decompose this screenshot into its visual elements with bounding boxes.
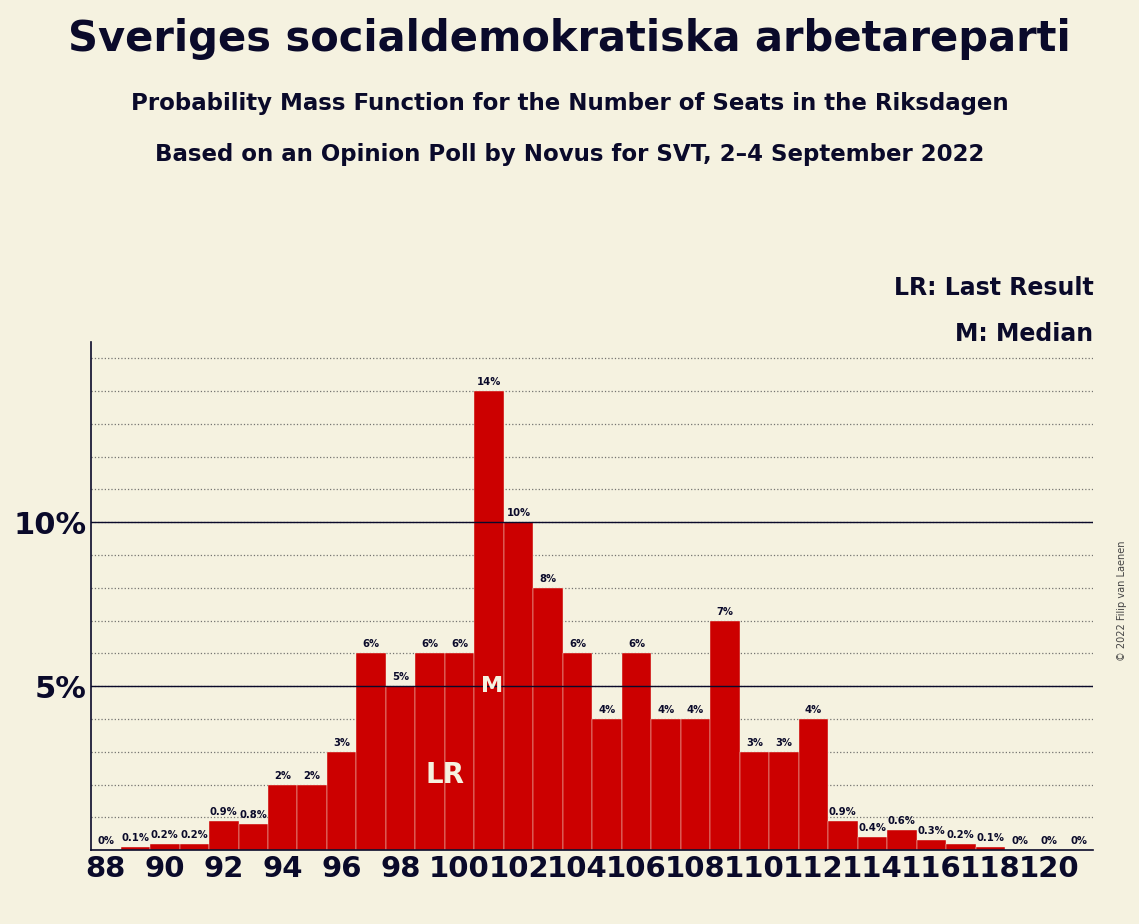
Bar (503, 522, 533, 850)
Text: 3%: 3% (334, 737, 350, 748)
Text: 0.4%: 0.4% (859, 823, 886, 833)
Bar (563, 653, 592, 850)
Text: 6%: 6% (451, 639, 468, 650)
Bar (887, 831, 917, 850)
Bar (917, 840, 947, 850)
Text: 3%: 3% (746, 737, 763, 748)
Text: M: M (481, 676, 503, 696)
Bar (681, 719, 711, 850)
Text: 14%: 14% (477, 377, 501, 387)
Text: 4%: 4% (687, 705, 704, 715)
Text: Based on an Opinion Poll by Novus for SVT, 2–4 September 2022: Based on an Opinion Poll by Novus for SV… (155, 143, 984, 166)
Bar (828, 821, 858, 850)
Bar (268, 784, 297, 850)
Bar (739, 752, 769, 850)
Bar (533, 588, 563, 850)
Text: 3%: 3% (776, 737, 793, 748)
Text: 0.9%: 0.9% (829, 807, 857, 817)
Text: 0%: 0% (1071, 836, 1088, 846)
Bar (975, 846, 1005, 850)
Text: 0.2%: 0.2% (151, 830, 179, 840)
Text: Sveriges socialdemokratiska arbetareparti: Sveriges socialdemokratiska arbetarepart… (68, 18, 1071, 60)
Text: 6%: 6% (362, 639, 379, 650)
Bar (592, 719, 622, 850)
Bar (652, 719, 681, 850)
Bar (769, 752, 798, 850)
Text: 0%: 0% (1041, 836, 1058, 846)
Text: 2%: 2% (274, 771, 292, 781)
Bar (121, 846, 150, 850)
Text: 0.9%: 0.9% (210, 807, 238, 817)
Text: 4%: 4% (657, 705, 674, 715)
Text: 0%: 0% (1011, 836, 1029, 846)
Text: 7%: 7% (716, 607, 734, 616)
Bar (474, 391, 503, 850)
Text: 6%: 6% (628, 639, 645, 650)
Text: 0.3%: 0.3% (917, 826, 945, 836)
Bar (180, 844, 210, 850)
Text: LR: Last Result: LR: Last Result (894, 276, 1093, 299)
Text: 0%: 0% (97, 836, 114, 846)
Text: 0.2%: 0.2% (180, 830, 208, 840)
Bar (357, 653, 386, 850)
Text: LR: LR (425, 760, 465, 789)
Bar (150, 844, 180, 850)
Bar (858, 837, 887, 850)
Bar (386, 687, 416, 850)
Bar (711, 621, 739, 850)
Text: M: Median: M: Median (956, 322, 1093, 346)
Bar (445, 653, 474, 850)
Text: 6%: 6% (570, 639, 587, 650)
Text: 0.1%: 0.1% (122, 833, 149, 843)
Bar (210, 821, 238, 850)
Text: 8%: 8% (540, 574, 557, 584)
Text: 0.8%: 0.8% (239, 810, 268, 820)
Text: 10%: 10% (507, 508, 531, 518)
Text: Probability Mass Function for the Number of Seats in the Riksdagen: Probability Mass Function for the Number… (131, 92, 1008, 116)
Text: 5%: 5% (392, 673, 409, 682)
Text: 6%: 6% (421, 639, 439, 650)
Text: 0.6%: 0.6% (888, 817, 916, 826)
Bar (622, 653, 652, 850)
Text: 0.2%: 0.2% (947, 830, 975, 840)
Bar (238, 824, 268, 850)
Bar (947, 844, 975, 850)
Bar (297, 784, 327, 850)
Text: 4%: 4% (598, 705, 616, 715)
Text: 0.1%: 0.1% (976, 833, 1005, 843)
Bar (798, 719, 828, 850)
Text: 2%: 2% (304, 771, 321, 781)
Bar (416, 653, 445, 850)
Text: © 2022 Filip van Laenen: © 2022 Filip van Laenen (1117, 541, 1126, 661)
Bar (327, 752, 357, 850)
Text: 4%: 4% (805, 705, 822, 715)
